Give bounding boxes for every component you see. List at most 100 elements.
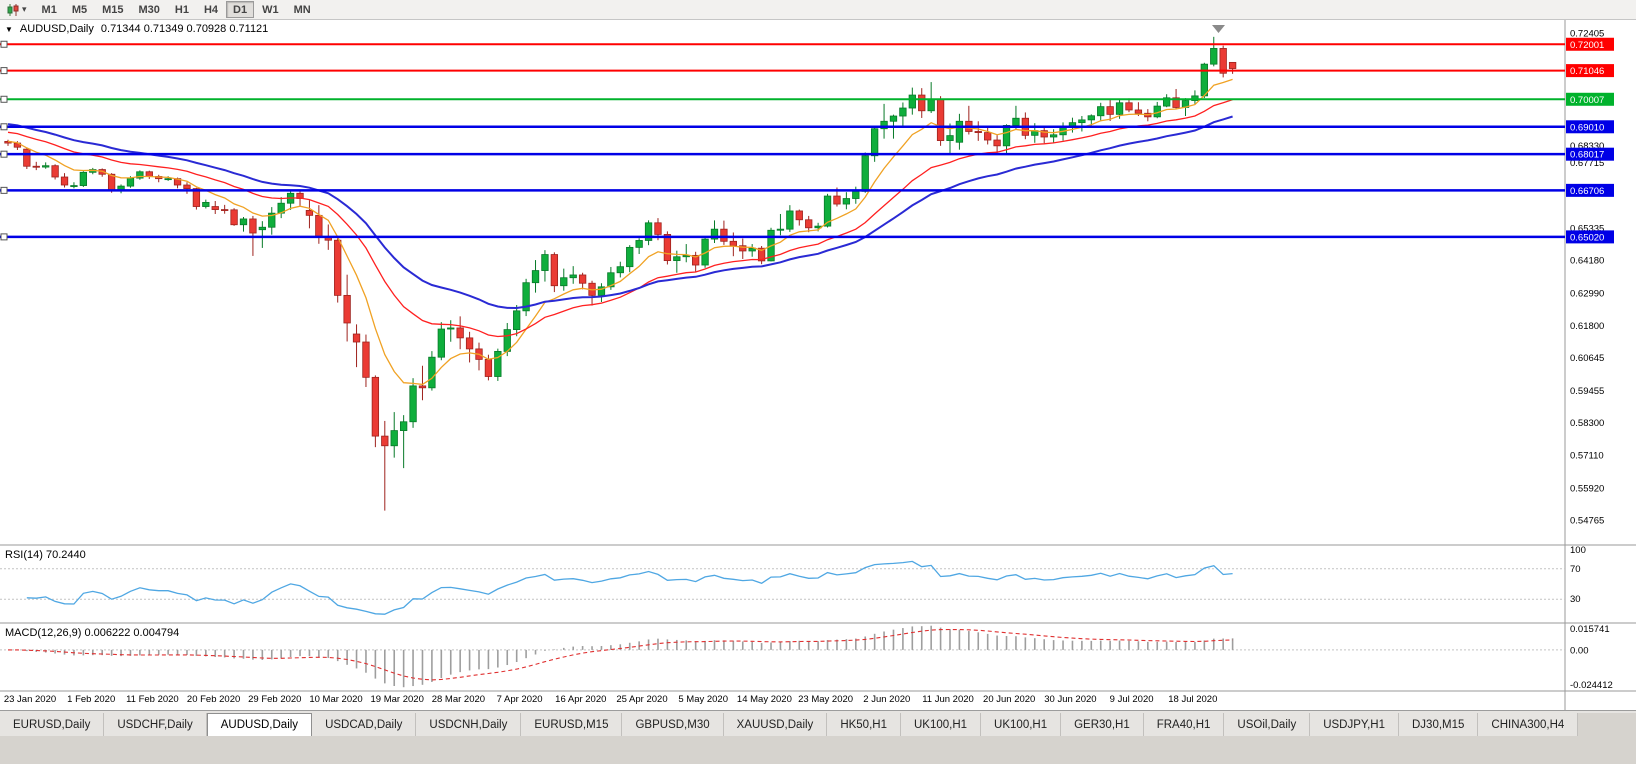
svg-text:29 Feb 2020: 29 Feb 2020 [248, 694, 301, 705]
price-label-box [1566, 230, 1614, 244]
svg-text:23 Jan 2020: 23 Jan 2020 [4, 694, 56, 705]
rsi-line [26, 560, 1233, 615]
svg-text:25 Apr 2020: 25 Apr 2020 [616, 694, 667, 705]
svg-text:0.71046: 0.71046 [1570, 66, 1604, 77]
moving-averages-layer [7, 78, 1233, 386]
chart-tab-fra40-h1[interactable]: FRA40,H1 [1143, 713, 1225, 736]
chart-tab-eurusd-daily[interactable]: EURUSD,Daily [0, 713, 105, 736]
chart-area[interactable]: 0.72405 0.68330 0.67715 0.65335 0.64180 0.629… [0, 20, 1636, 710]
fast-ma-line [7, 78, 1233, 386]
price-label-box [1566, 147, 1614, 161]
svg-text:28 Mar 2020: 28 Mar 2020 [432, 694, 485, 705]
svg-text:100: 100 [1570, 545, 1586, 556]
svg-text:0.65020: 0.65020 [1570, 232, 1604, 243]
svg-text:-0.024412: -0.024412 [1570, 680, 1613, 691]
chart-tab-usdcad-daily[interactable]: USDCAD,Daily [312, 713, 417, 736]
chart-tab-gbpusd-m30[interactable]: GBPUSD,M30 [622, 713, 724, 736]
svg-text:1 Feb 2020: 1 Feb 2020 [67, 694, 115, 705]
timeframe-h4-button[interactable]: H4 [197, 1, 225, 18]
svg-text:5 May 2020: 5 May 2020 [678, 694, 728, 705]
svg-text:30: 30 [1570, 594, 1581, 605]
chart-tab-uk100-h1[interactable]: UK100,H1 [900, 713, 982, 736]
svg-text:9 Jul 2020: 9 Jul 2020 [1110, 694, 1154, 705]
tabbar-empty-space [1578, 713, 1636, 736]
price-label-box [1566, 183, 1614, 197]
chart-tab-eurusd-m15[interactable]: EURUSD,M15 [521, 713, 623, 736]
chart-tab-dj30-m15[interactable]: DJ30,M15 [1399, 713, 1479, 736]
timeframe-m30-button[interactable]: M30 [132, 1, 167, 18]
timeframe-m15-button[interactable]: M15 [95, 1, 130, 18]
price-label-box [1566, 120, 1614, 134]
svg-text:0.61800: 0.61800 [1570, 321, 1604, 332]
price-label-box [1566, 92, 1614, 106]
svg-text:11 Feb 2020: 11 Feb 2020 [126, 694, 179, 705]
svg-text:0.00: 0.00 [1570, 645, 1589, 656]
macd-panel: 0.015741 0.00 -0.024412 [0, 624, 1613, 691]
chart-tabbar: EURUSD,Daily USDCHF,Daily AUDUSD,Daily USDC… [0, 710, 1636, 736]
chart-tab-usoil-daily[interactable]: USOil,Daily [1224, 713, 1311, 736]
svg-text:0.66706: 0.66706 [1570, 186, 1604, 197]
rsi-panel: 100 70 30 [0, 545, 1586, 615]
date-axis: 23 Jan 2020 1 Feb 2020 11 Feb 2020 20 Feb 2… [4, 694, 1218, 705]
svg-text:0.70007: 0.70007 [1570, 95, 1604, 106]
candles-layer [4, 36, 1237, 511]
chart-tab-usdchf-daily[interactable]: USDCHF,Daily [104, 713, 207, 736]
timeframe-w1-button[interactable]: W1 [255, 1, 286, 18]
svg-text:0.57110: 0.57110 [1570, 451, 1604, 462]
macd-histogram [16, 625, 1234, 688]
svg-text:0.68330: 0.68330 [1570, 141, 1604, 152]
chart-tab-hk50-h1[interactable]: HK50,H1 [827, 713, 901, 736]
svg-text:2 Jun 2020: 2 Jun 2020 [863, 694, 910, 705]
svg-text:20 Jun 2020: 20 Jun 2020 [983, 694, 1035, 705]
svg-text:0.72405: 0.72405 [1570, 29, 1604, 40]
toolbar: ▾ M1 M5 M15 M30 H1 H4 D1 W1 MN [0, 0, 1636, 20]
timeframe-h1-button[interactable]: H1 [168, 1, 196, 18]
svg-text:0.62990: 0.62990 [1570, 288, 1604, 299]
svg-text:20 Feb 2020: 20 Feb 2020 [187, 694, 240, 705]
svg-text:0.64180: 0.64180 [1570, 256, 1604, 267]
timeframe-mn-button[interactable]: MN [287, 1, 318, 18]
svg-text:23 May 2020: 23 May 2020 [798, 694, 853, 705]
svg-text:16 Apr 2020: 16 Apr 2020 [555, 694, 606, 705]
chart-tab-xauusd-daily[interactable]: XAUUSD,Daily [723, 713, 828, 736]
mid-ma-line [7, 98, 1233, 338]
chart-tab-usdcnh-daily[interactable]: USDCNH,Daily [416, 713, 522, 736]
svg-text:0.54765: 0.54765 [1570, 515, 1604, 526]
svg-text:0.72001: 0.72001 [1570, 40, 1604, 51]
svg-text:0.69010: 0.69010 [1570, 122, 1604, 133]
svg-text:30 Jun 2020: 30 Jun 2020 [1044, 694, 1096, 705]
chart-tab-audusd-daily[interactable]: AUDUSD,Daily [206, 713, 313, 736]
svg-text:18 Jul 2020: 18 Jul 2020 [1168, 694, 1217, 705]
horizontal-lines-layer[interactable]: 0.72001 0.71046 0.70007 0.69010 0.68017 0.667… [0, 37, 1614, 244]
chart-tab-china300-h4[interactable]: CHINA300,H4 [1478, 713, 1579, 736]
hline-handle [0, 123, 8, 131]
svg-text:10 Mar 2020: 10 Mar 2020 [309, 694, 362, 705]
timeframe-d1-button[interactable]: D1 [226, 1, 255, 18]
slow-ma-line [7, 115, 1233, 310]
candlestick-chart-icon[interactable] [4, 2, 22, 18]
timeframe-m5-button[interactable]: M5 [65, 1, 94, 18]
chart-tab-usdjpy-h1[interactable]: USDJPY,H1 [1310, 713, 1399, 736]
svg-text:0.65335: 0.65335 [1570, 224, 1604, 235]
hline-handle [0, 40, 8, 48]
hline-handle [0, 67, 8, 75]
bottom-filler [0, 736, 1636, 764]
svg-text:19 Mar 2020: 19 Mar 2020 [371, 694, 424, 705]
svg-text:7 Apr 2020: 7 Apr 2020 [497, 694, 543, 705]
chart-tab-ger30-h1[interactable]: GER30,H1 [1061, 713, 1144, 736]
chart-tab-uk100-h1[interactable]: UK100,H1 [981, 713, 1062, 736]
dropdown-caret-icon[interactable]: ▾ [22, 4, 27, 14]
hline-handle [0, 150, 8, 158]
timeframe-m1-button[interactable]: M1 [35, 1, 64, 18]
svg-text:11 Jun 2020: 11 Jun 2020 [922, 694, 974, 705]
svg-text:0.58300: 0.58300 [1570, 418, 1604, 429]
panel-separators [0, 20, 1636, 710]
svg-text:0.68017: 0.68017 [1570, 150, 1604, 161]
svg-text:0.015741: 0.015741 [1570, 624, 1610, 635]
collapse-triangle-icon[interactable]: ▼ [5, 24, 13, 34]
timeframe-bar: M1 M5 M15 M30 H1 H4 D1 W1 MN [35, 1, 318, 18]
price-label-box [1566, 64, 1614, 78]
chart-canvas[interactable]: 0.72405 0.68330 0.67715 0.65335 0.64180 0.629… [0, 20, 1636, 710]
chart-shift-marker-icon [1212, 25, 1225, 33]
